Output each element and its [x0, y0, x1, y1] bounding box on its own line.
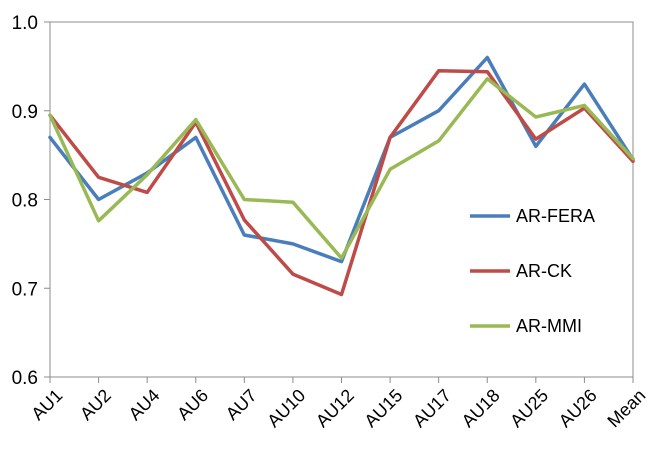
- x-tick-label: AU1: [27, 385, 66, 424]
- x-tick-label: AU4: [125, 385, 164, 424]
- x-tick-label: AU7: [222, 385, 261, 424]
- legend-label: AR-FERA: [516, 206, 595, 226]
- x-tick-label: Mean: [603, 385, 649, 431]
- series-line-ar-ck: [48, 69, 635, 297]
- legend-label: AR-MMI: [516, 316, 582, 336]
- legend-label: AR-CK: [516, 261, 572, 281]
- x-tick-label: AU12: [312, 385, 358, 431]
- x-tick-label: AU15: [360, 385, 406, 431]
- y-axis-ticks: 0.6 0.7 0.8 0.9 1.0: [12, 13, 50, 389]
- x-tick-label: AU18: [458, 385, 504, 431]
- x-tick-label: AU10: [263, 385, 309, 431]
- y-tick-label: 0.7: [12, 279, 38, 300]
- x-tick-label: AU25: [506, 385, 552, 431]
- x-tick-label: AU2: [76, 385, 115, 424]
- x-tick-label: AU17: [409, 385, 455, 431]
- chart-legend: AR-FERA AR-CK AR-MMI: [470, 206, 595, 336]
- y-tick-label: 0.6: [12, 368, 38, 389]
- series-line-ar-fera: [48, 55, 635, 264]
- x-tick-label: AU26: [555, 385, 601, 431]
- chart-series-lines: [48, 55, 635, 297]
- y-tick-label: 0.9: [12, 102, 38, 123]
- x-axis-ticks: AU1 AU2 AU4 AU6 AU7 AU10 AU12 AU15 AU17 AU18 AU25 A…: [27, 377, 649, 431]
- y-tick-label: 0.8: [12, 191, 38, 212]
- y-tick-label: 1.0: [12, 13, 38, 34]
- x-tick-label: AU6: [173, 385, 212, 424]
- series-line-ar-mmi: [48, 77, 635, 260]
